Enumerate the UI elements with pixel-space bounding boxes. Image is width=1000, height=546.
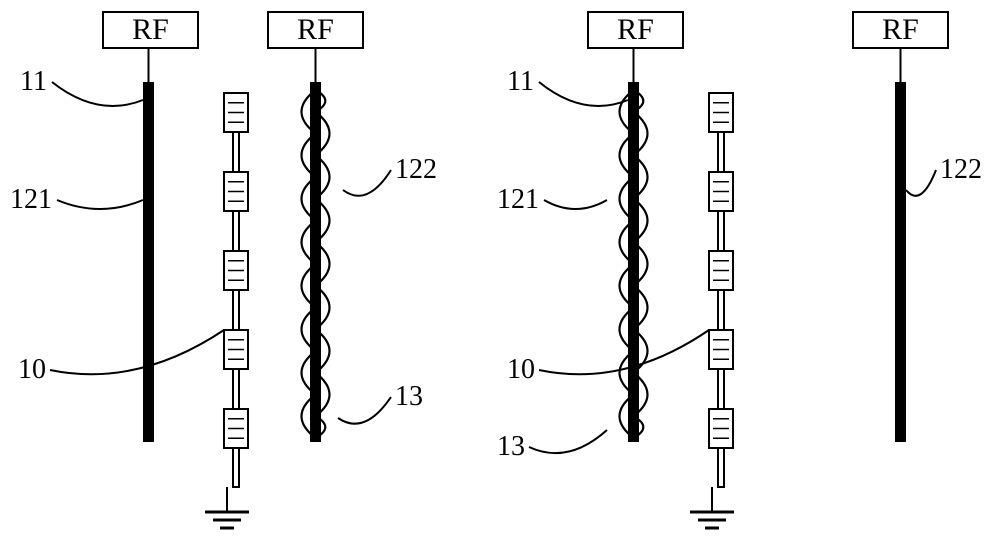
callout-label: 11: [507, 66, 534, 97]
callout-label: 13: [497, 431, 525, 462]
callout-line: [539, 82, 628, 106]
callout-label: 121: [497, 184, 539, 215]
callout-label: 122: [395, 154, 437, 185]
rf-label: RF: [297, 13, 334, 46]
callout-line: [539, 330, 709, 374]
callout-line: [52, 82, 143, 106]
electrode-bar: [310, 82, 321, 442]
electrode-bar: [628, 82, 639, 442]
rf-label: RF: [882, 13, 919, 46]
callout-label: 122: [940, 154, 982, 185]
callout-label: 10: [507, 354, 535, 385]
rf-label: RF: [132, 13, 169, 46]
electrode-bar: [143, 82, 154, 442]
callout-line: [529, 430, 607, 453]
callout-line: [50, 330, 224, 374]
callout-label: 11: [20, 66, 47, 97]
electrode-bar: [895, 82, 906, 442]
callout-line: [57, 200, 143, 209]
callout-line: [338, 397, 391, 424]
callout-label: 121: [10, 184, 52, 215]
callout-label: 10: [18, 354, 46, 385]
rf-label: RF: [617, 13, 654, 46]
callout-line: [544, 200, 607, 209]
callout-label: 13: [395, 381, 423, 412]
callout-line: [906, 170, 936, 196]
diagram-canvas: RF RF 11 121 10 122 13 RF RF 11 121 10 13 122: [0, 0, 1000, 546]
callout-line: [343, 170, 391, 196]
